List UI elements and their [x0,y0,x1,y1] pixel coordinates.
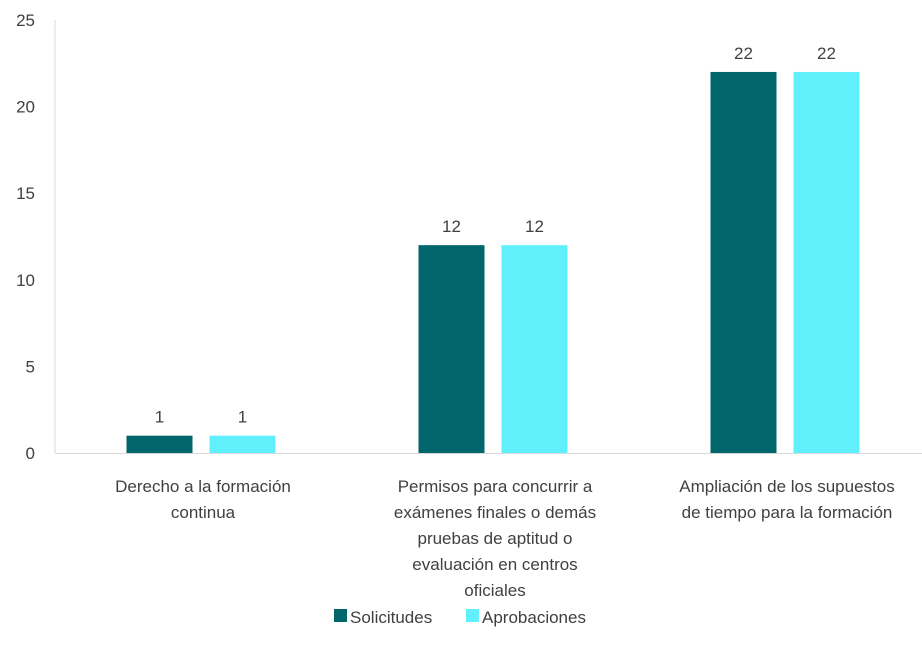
y-tick-label: 5 [26,357,35,376]
y-axis: 0 5 10 15 20 25 [16,11,56,463]
data-label: 12 [442,217,461,236]
bars [126,71,860,454]
data-labels: 1 1 12 12 22 22 [155,44,836,427]
x-category-label: Ampliación de los supuestos de tiempo par… [679,477,894,522]
y-tick-label: 20 [16,98,35,117]
bar-aprobaciones [501,245,568,453]
legend-swatch [466,609,479,622]
data-label: 1 [155,408,164,427]
category-labels: Derecho a la formación continua Permisos p… [115,477,895,600]
data-label: 12 [525,217,544,236]
y-tick-label: 25 [16,11,35,30]
y-tick-label: 0 [26,444,35,463]
y-tick-label: 10 [16,271,35,290]
legend-label: Aprobaciones [482,608,586,627]
data-label: 22 [734,44,753,63]
data-label: 22 [817,44,836,63]
bar-solicitudes [126,435,193,453]
bar-solicitudes [418,245,485,453]
legend: Solicitudes Aprobaciones [334,608,586,627]
bar-aprobaciones [209,435,276,453]
legend-label: Solicitudes [350,608,432,627]
legend-swatch [334,609,347,622]
data-label: 1 [238,408,247,427]
x-category-label: Derecho a la formación continua [115,477,291,522]
bar-solicitudes [710,71,777,454]
bar-aprobaciones [793,71,860,454]
y-tick-label: 15 [16,184,35,203]
x-category-label: Permisos para concurrir a exámenes finale… [394,477,596,600]
